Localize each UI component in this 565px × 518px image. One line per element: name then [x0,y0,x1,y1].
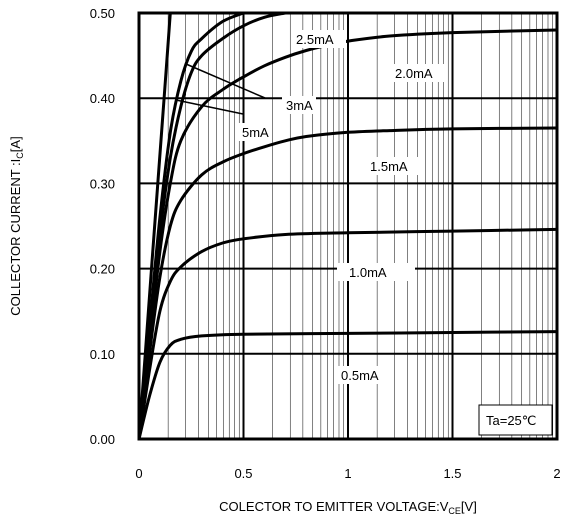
curve-1-0ma [137,227,558,440]
x-tick-label: 0.5 [234,466,252,481]
curve-label-1-5ma-text: 1.5mA [370,159,408,174]
x-tick-label: 0 [135,466,142,481]
curve-label-0-5ma: 0.5mA [337,366,391,384]
curve-2-0ma [137,28,558,440]
curves [137,11,558,440]
curve-label-5ma: 5mA [238,123,272,141]
curve-5ma [137,12,172,440]
leader-line-5ma [175,99,244,115]
x-axis-label: COLECTOR TO EMITTER VOLTAGE:VCE[V] [219,499,477,516]
curve-3ma [137,11,245,440]
y-axis-label: COLLECTOR CURRENT :IC[A] [8,136,25,315]
curve-label-3ma: 3mA [282,96,316,114]
x-tick-labels: 0 0.5 1 1.5 2 [135,466,560,481]
y-tick-labels: 0.00 0.10 0.20 0.30 0.40 0.50 [90,6,115,447]
curve-label-1-0ma: 1.0mA [337,263,415,281]
curve-label-3ma-text: 3mA [286,98,313,113]
curve-label-1-5ma: 1.5mA [366,157,420,175]
curve-label-2-0ma-text: 2.0mA [395,66,433,81]
temperature-annotation-text: Ta=25℃ [486,413,536,428]
x-tick-label: 2 [553,466,560,481]
y-tick-label: 0.50 [90,6,115,21]
curve-label-5ma-text: 5mA [242,125,269,140]
leader-line-3ma [185,63,266,99]
x-tick-label: 1 [344,466,351,481]
curve-label-1-0ma-text: 1.0mA [349,265,387,280]
curve-label-0-5ma-text: 0.5mA [341,368,379,383]
y-tick-label: 0.10 [90,347,115,362]
curve-1-5ma [137,126,558,440]
x-tick-label: 1.5 [443,466,461,481]
curve-label-2-0ma: 2.0mA [391,64,445,82]
y-tick-label: 0.40 [90,91,115,106]
temperature-annotation: Ta=25℃ [478,404,553,436]
y-tick-label: 0.00 [90,432,115,447]
curve-label-2-5ma: 2.5mA [292,30,346,48]
curve-0-5ma [137,330,558,440]
curve-2-5ma [137,11,286,440]
plot-border [137,11,559,441]
minor-grid [167,13,553,439]
y-tick-label: 0.20 [90,262,115,277]
y-tick-label: 0.30 [90,176,115,191]
curve-label-2-5ma-text: 2.5mA [296,32,334,47]
